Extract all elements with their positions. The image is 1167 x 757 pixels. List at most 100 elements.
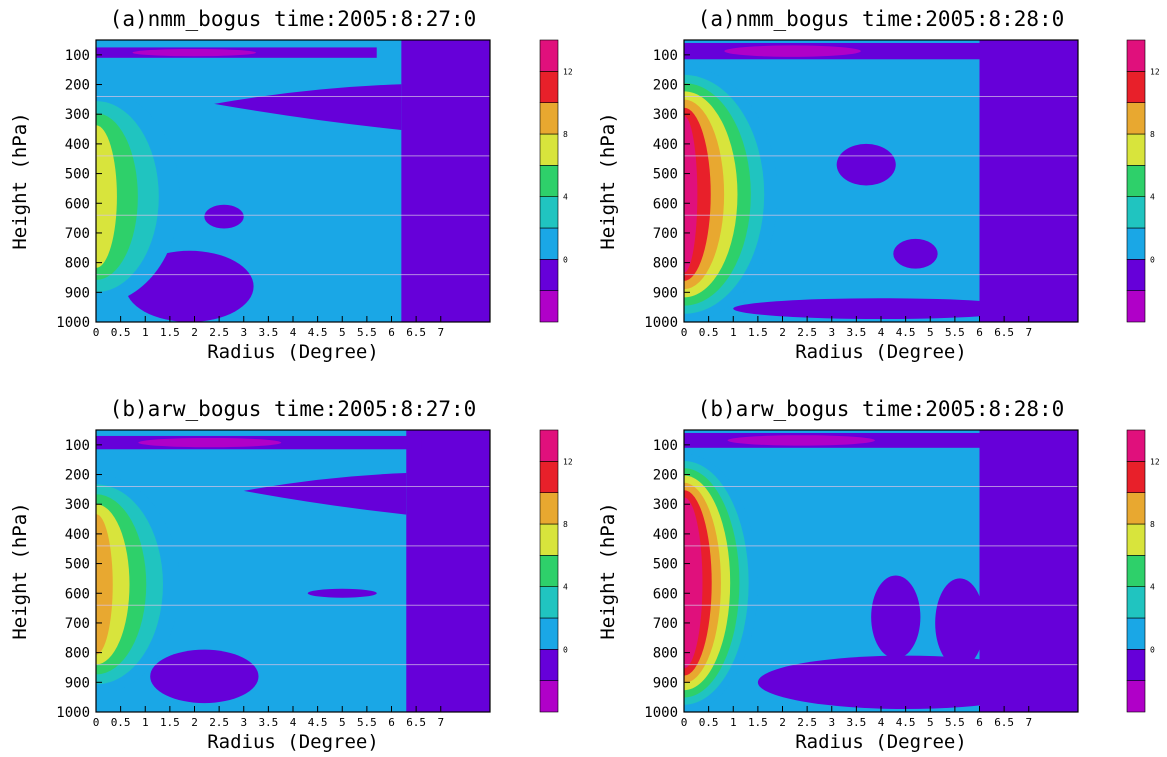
y-tick-label: 1000 <box>644 315 678 331</box>
core-contour-6 <box>96 125 117 268</box>
colorbar-segment <box>1126 196 1146 229</box>
y-tick-label: 100 <box>653 438 678 454</box>
x-tick-label: 6.5 <box>994 326 1014 339</box>
x-tick-label: 0.5 <box>111 716 131 729</box>
colorbar-segment <box>539 617 559 650</box>
x-tick-label: 3.5 <box>846 716 866 729</box>
x-tick-label: 0.5 <box>111 326 131 339</box>
upper-min-core <box>724 45 861 57</box>
colorbar-segment <box>539 555 559 587</box>
colorbar-segment <box>539 102 559 135</box>
x-tick-label: 5 <box>339 716 346 729</box>
y-tick-label: 400 <box>65 527 90 543</box>
x-tick-label: 4.5 <box>308 326 328 339</box>
upper-min-core <box>138 437 282 448</box>
colorbar-segment <box>539 680 559 713</box>
x-tick-label: 7 <box>1025 326 1032 339</box>
colorbar-segment <box>539 429 559 462</box>
x-tick-label: 7 <box>437 326 444 339</box>
colorbar-segment <box>1126 259 1146 291</box>
low-tongue <box>214 84 402 130</box>
y-tick-label: 800 <box>65 256 90 272</box>
low-region-right <box>401 40 490 322</box>
y-tick-label: 200 <box>653 468 678 484</box>
x-tick-label: 7 <box>437 716 444 729</box>
colorbar-segment <box>539 165 559 197</box>
colorbar-tick-label: 12 <box>1150 457 1160 466</box>
y-tick-label: 300 <box>653 107 678 123</box>
colorbar-tick-label: 8 <box>1150 520 1155 529</box>
x-tick-label: 1.5 <box>748 716 768 729</box>
colorbar-segment <box>1126 71 1146 103</box>
x-tick-label: 1 <box>142 326 149 339</box>
colorbar-tick-label: 12 <box>1150 67 1160 76</box>
colorbar-segment <box>539 523 559 556</box>
low-blob-3 <box>733 298 1029 320</box>
x-tick-label: 4 <box>878 716 885 729</box>
x-tick-label: 6 <box>388 326 395 339</box>
x-tick-label: 1.5 <box>748 326 768 339</box>
y-tick-label: 300 <box>653 497 678 513</box>
colorbar-segment <box>539 461 559 493</box>
colorbar-segment <box>539 71 559 103</box>
x-tick-label: 0 <box>681 326 688 339</box>
x-tick-label: 4 <box>290 716 297 729</box>
colorbar-segment <box>1126 492 1146 525</box>
x-tick-label: 5 <box>927 326 934 339</box>
colorbar-tick-label: 0 <box>1150 645 1155 654</box>
low-blob-2 <box>307 588 377 598</box>
x-tick-label: 1.5 <box>160 716 180 729</box>
colorbar-tick-label: 0 <box>563 255 568 264</box>
colorbar-tick-label: 0 <box>563 645 568 654</box>
y-tick-label: 900 <box>65 285 90 301</box>
plot-area <box>684 430 1078 712</box>
y-tick-label: 400 <box>653 527 678 543</box>
y-tick-label: 700 <box>653 226 678 242</box>
x-tick-label: 3 <box>240 716 247 729</box>
y-tick-label: 800 <box>653 256 678 272</box>
y-tick-label: 400 <box>653 137 678 153</box>
y-tick-label: 200 <box>653 78 678 94</box>
colorbar-segment <box>539 133 559 166</box>
x-tick-label: 0 <box>93 716 100 729</box>
chart-title: (a)nmm_bogus time:2005:8:28:0 <box>698 7 1065 31</box>
x-tick-label: 6.5 <box>994 716 1014 729</box>
x-tick-label: 3.5 <box>258 716 278 729</box>
chart-title: (b)arw_bogus time:2005:8:27:0 <box>110 397 477 421</box>
x-tick-label: 2.5 <box>797 716 817 729</box>
colorbar-segment <box>1126 133 1146 166</box>
x-tick-label: 5.5 <box>945 716 965 729</box>
y-tick-label: 300 <box>65 107 90 123</box>
x-axis-label: Radius (Degree) <box>207 731 379 753</box>
y-tick-label: 300 <box>65 497 90 513</box>
colorbar-segment <box>539 196 559 229</box>
colorbar-segment <box>539 259 559 291</box>
colorbar-segment <box>1126 227 1146 260</box>
low-blob-2 <box>893 238 938 269</box>
y-tick-label: 1000 <box>644 705 678 721</box>
x-tick-label: 7 <box>1025 716 1032 729</box>
core-contour-14 <box>684 504 694 662</box>
y-tick-label: 900 <box>65 675 90 691</box>
upper-min-core <box>132 48 257 57</box>
y-tick-label: 700 <box>653 616 678 632</box>
colorbar-tick-label: 12 <box>563 67 573 76</box>
x-tick-label: 6.5 <box>406 716 426 729</box>
y-tick-label: 800 <box>653 646 678 662</box>
upper-min-core <box>727 435 875 446</box>
y-axis-label: Height (hPa) <box>597 112 619 249</box>
colorbar-tick-label: 12 <box>563 457 573 466</box>
y-tick-label: 500 <box>653 167 678 183</box>
x-tick-label: 3.5 <box>258 326 278 339</box>
core-contour-8 <box>96 514 113 655</box>
colorbar-segment <box>1126 617 1146 650</box>
colorbar-segment <box>1126 102 1146 135</box>
low-blob-1 <box>757 655 1054 710</box>
x-tick-label: 0.5 <box>699 326 719 339</box>
colorbar-tick-label: 4 <box>1150 193 1155 202</box>
y-tick-label: 900 <box>653 285 678 301</box>
low-region-right <box>979 40 1078 322</box>
